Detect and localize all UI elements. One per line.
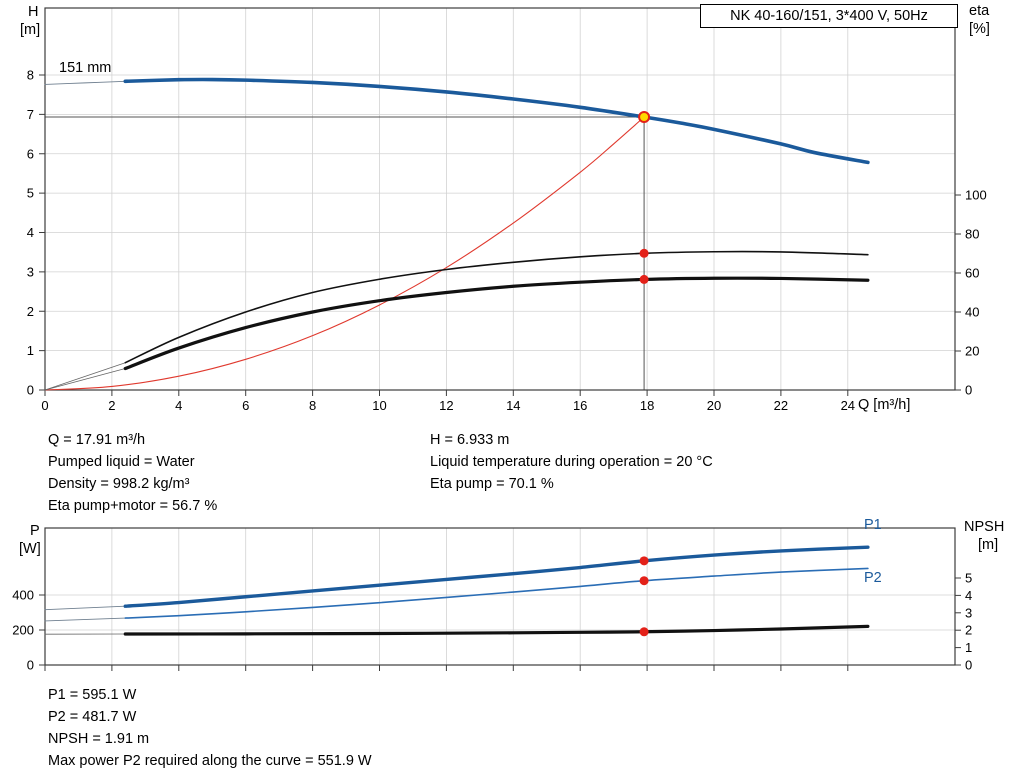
svg-text:400: 400 [12, 588, 34, 603]
svg-text:3: 3 [27, 264, 34, 279]
eta-axis-unit: [%] [969, 21, 990, 37]
series-system-curve [44, 116, 645, 391]
svg-text:4: 4 [965, 588, 972, 603]
series-p2 [124, 567, 869, 619]
curve-value-marker [639, 627, 649, 637]
curve-value-marker [639, 274, 649, 284]
svg-text:0: 0 [41, 398, 48, 413]
pump-model-title: NK 40-160/151, 3*400 V, 50Hz [700, 4, 958, 28]
impeller-size-label: 151 mm [59, 60, 112, 76]
duty-info-right: H = 6.933 m Liquid temperature during op… [430, 429, 713, 495]
svg-text:200: 200 [12, 623, 34, 638]
svg-text:5: 5 [965, 571, 972, 586]
series-p2-ext [44, 617, 126, 622]
h-axis-label: H [28, 4, 39, 20]
series-eta-pump-ext [44, 362, 126, 391]
svg-text:7: 7 [27, 107, 34, 122]
svg-text:20: 20 [965, 344, 979, 359]
p-axis-label: P [30, 523, 40, 539]
curve-value-marker [639, 556, 649, 566]
info-npsh: NPSH = 1.91 m [48, 731, 150, 747]
info-head: H = 6.933 m [430, 432, 510, 448]
svg-text:18: 18 [640, 398, 654, 413]
svg-text:10: 10 [372, 398, 386, 413]
q-axis-label: Q [m³/h] [858, 397, 911, 413]
npsh-axis-label: NPSH [964, 519, 1005, 535]
power-info: P1 = 595.1 W P2 = 481.7 W NPSH = 1.91 m … [48, 684, 372, 772]
series-p1 [123, 545, 870, 608]
svg-text:6: 6 [242, 398, 249, 413]
svg-text:0: 0 [965, 658, 972, 673]
power-chart-frame [44, 527, 956, 666]
info-eta-total: Eta pump+motor = 56.7 % [48, 498, 218, 514]
svg-text:1: 1 [27, 343, 34, 358]
curve-value-marker [639, 248, 649, 258]
series-head-151mm [123, 77, 870, 165]
svg-text:8: 8 [27, 68, 34, 83]
svg-text:1: 1 [965, 640, 972, 655]
svg-text:2: 2 [27, 304, 34, 319]
series-eta-pump-motor-ext [44, 368, 126, 391]
curve-value-marker [639, 576, 649, 586]
p1-curve-label: P1 [864, 517, 882, 533]
power-npsh-chart: 0 200 400 0 1 2 3 4 5 [12, 527, 972, 673]
svg-text:2: 2 [965, 623, 972, 638]
svg-text:0: 0 [27, 658, 34, 673]
svg-text:40: 40 [965, 305, 979, 320]
svg-text:5: 5 [27, 186, 34, 201]
info-p2: P2 = 481.7 W [48, 709, 137, 725]
qh-chart-frame [44, 7, 956, 391]
svg-text:22: 22 [774, 398, 788, 413]
duty-point-marker [638, 111, 651, 124]
svg-text:24: 24 [841, 398, 855, 413]
series-eta-pump [124, 250, 869, 364]
info-density: Density = 998.2 kg/m³ [48, 476, 190, 492]
svg-text:0: 0 [965, 383, 972, 398]
info-liquid: Pumped liquid = Water [48, 454, 195, 470]
info-flow: Q = 17.91 m³/h [48, 432, 146, 448]
h-axis-unit: [m] [20, 22, 41, 38]
svg-text:16: 16 [573, 398, 587, 413]
svg-text:3: 3 [965, 605, 972, 620]
duty-info-left: Q = 17.91 m³/h Pumped liquid = Water Den… [48, 429, 217, 517]
series-p1-ext [44, 605, 126, 611]
svg-text:0: 0 [27, 383, 34, 398]
series-eta-pump-motor [123, 276, 870, 371]
svg-text:14: 14 [506, 398, 520, 413]
svg-text:80: 80 [965, 227, 979, 242]
p2-curve-label: P2 [864, 570, 882, 586]
series-head-ext [44, 80, 126, 85]
svg-text:100: 100 [965, 188, 987, 203]
info-p1: P1 = 595.1 W [48, 687, 137, 703]
eta-axis-label: eta [969, 3, 990, 19]
svg-text:2: 2 [108, 398, 115, 413]
info-eta-pump: Eta pump = 70.1 % [430, 476, 554, 492]
svg-text:60: 60 [965, 266, 979, 281]
svg-text:4: 4 [175, 398, 182, 413]
p-axis-unit: [W] [19, 541, 41, 557]
info-max-p2: Max power P2 required along the curve = … [48, 753, 372, 769]
npsh-axis-unit: [m] [978, 537, 999, 553]
info-temperature: Liquid temperature during operation = 20… [430, 454, 713, 470]
svg-text:12: 12 [439, 398, 453, 413]
series-npsh [123, 624, 870, 636]
svg-text:20: 20 [707, 398, 721, 413]
svg-text:8: 8 [309, 398, 316, 413]
svg-text:4: 4 [27, 225, 34, 240]
svg-text:6: 6 [27, 146, 34, 161]
